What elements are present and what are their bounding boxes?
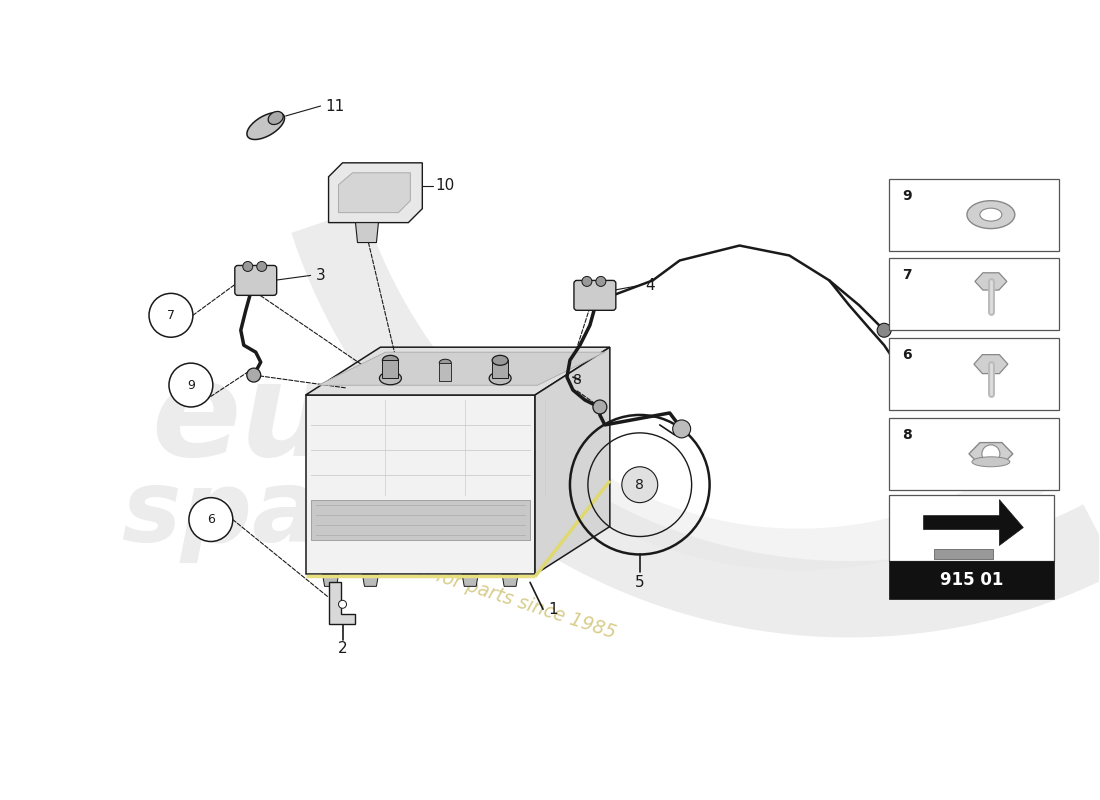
Polygon shape [329,582,355,624]
Text: 6: 6 [207,513,215,526]
Circle shape [243,262,253,271]
Ellipse shape [268,111,283,125]
Text: 8: 8 [636,478,645,492]
Polygon shape [889,418,1058,490]
Circle shape [673,420,691,438]
Text: 915 01: 915 01 [939,571,1003,590]
Text: a passion for parts since 1985: a passion for parts since 1985 [342,537,618,642]
Polygon shape [974,354,1008,374]
FancyBboxPatch shape [574,281,616,310]
Circle shape [621,466,658,502]
Polygon shape [889,562,1054,599]
Circle shape [593,400,607,414]
Circle shape [246,368,261,382]
Polygon shape [306,395,535,574]
Circle shape [169,363,213,407]
Polygon shape [924,500,1023,546]
Circle shape [877,323,891,338]
Polygon shape [969,442,1013,465]
Polygon shape [306,347,609,395]
Polygon shape [889,494,1054,562]
Text: 4: 4 [645,278,654,293]
Ellipse shape [439,359,451,366]
Polygon shape [889,178,1058,250]
Ellipse shape [972,457,1010,466]
Polygon shape [383,360,398,378]
Ellipse shape [246,112,285,139]
Polygon shape [439,362,451,381]
Circle shape [256,262,266,271]
Polygon shape [462,574,478,586]
Text: 8: 8 [573,373,582,387]
Text: spares: spares [121,466,496,563]
Circle shape [189,498,233,542]
Text: 1: 1 [548,602,558,617]
Polygon shape [934,550,993,559]
Text: euro: euro [151,357,491,483]
Polygon shape [310,500,530,539]
Text: 7: 7 [902,269,912,282]
Polygon shape [318,352,605,386]
Text: 8: 8 [902,428,912,442]
Ellipse shape [379,372,401,385]
Ellipse shape [492,355,508,366]
Ellipse shape [980,208,1002,221]
Text: 3: 3 [316,268,326,283]
Polygon shape [329,163,422,222]
Circle shape [982,445,1000,462]
Text: 2: 2 [338,641,348,656]
Text: 11: 11 [326,98,344,114]
Text: 6: 6 [902,348,912,362]
Circle shape [582,277,592,286]
Text: 9: 9 [902,189,912,202]
Polygon shape [889,338,1058,410]
Polygon shape [339,173,410,213]
Polygon shape [535,347,609,574]
Circle shape [596,277,606,286]
Polygon shape [322,574,339,586]
Polygon shape [355,222,378,242]
Polygon shape [492,360,508,378]
Polygon shape [363,574,378,586]
Ellipse shape [967,201,1015,229]
Text: 5: 5 [635,575,645,590]
FancyBboxPatch shape [234,266,277,295]
Polygon shape [975,273,1006,290]
Text: 10: 10 [436,178,454,194]
Text: 7: 7 [167,309,175,322]
Polygon shape [889,258,1058,330]
Text: 9: 9 [187,378,195,391]
Circle shape [339,600,346,608]
Polygon shape [502,574,518,586]
Circle shape [148,294,192,338]
Ellipse shape [383,355,398,366]
Ellipse shape [490,372,512,385]
